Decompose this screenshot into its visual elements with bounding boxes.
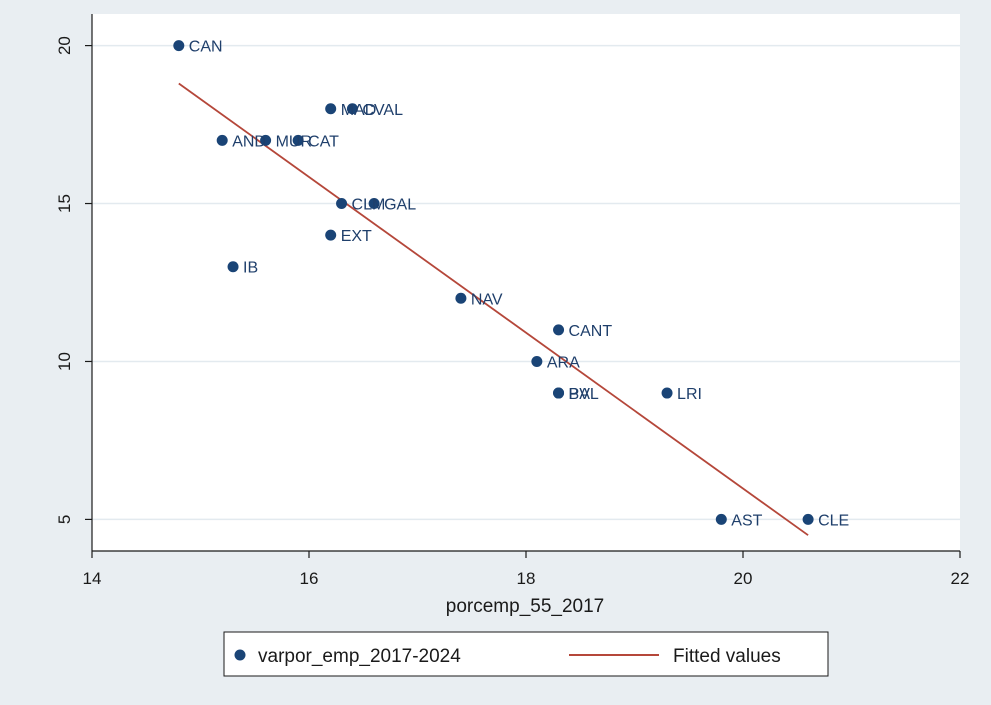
y-tick-label-15: 15 — [55, 194, 74, 213]
fitted-line-layer — [178, 82, 809, 536]
point-can — [173, 40, 185, 52]
point-label-ara: ARA — [547, 354, 580, 371]
point-mur — [260, 134, 272, 146]
point-cat — [292, 134, 304, 146]
x-tick-label-16: 16 — [300, 569, 319, 588]
point-bal — [553, 387, 565, 399]
x-tick-label-22: 22 — [951, 569, 970, 588]
point-label-ib: IB — [243, 260, 258, 277]
x-axis-ticks: 14 16 18 20 22 — [83, 551, 970, 588]
plot-area — [92, 14, 960, 551]
legend: varpor_emp_2017-2024 Fitted values — [223, 631, 829, 677]
x-tick-label-18: 18 — [517, 569, 536, 588]
point-nav — [455, 292, 467, 304]
point-gal — [368, 198, 380, 210]
point-ib — [227, 261, 239, 273]
point-label-ast: AST — [731, 512, 762, 529]
point-label-cle: CLE — [818, 512, 849, 529]
point-mad — [325, 103, 337, 115]
point-and — [216, 134, 228, 146]
legend-label-scatter: varpor_emp_2017-2024 — [258, 646, 461, 667]
point-cant — [553, 324, 565, 336]
point-label-clm: CLM — [352, 197, 386, 214]
point-ast — [715, 513, 727, 525]
point-label-cant: CANT — [569, 323, 613, 340]
x-tick-label-20: 20 — [734, 569, 753, 588]
y-tick-label-20: 20 — [55, 36, 74, 55]
point-cval — [346, 103, 358, 115]
point-label-lri: LRI — [677, 386, 702, 403]
x-axis-title: porcemp_55_2017 — [446, 596, 604, 617]
y-tick-label-10: 10 — [55, 352, 74, 371]
gridlines — [92, 44, 960, 521]
scatter-points — [173, 40, 814, 525]
point-label-mur: MUR — [276, 133, 312, 150]
point-label-can: CAN — [189, 39, 223, 56]
legend-label-fit-line: Fitted values — [673, 646, 781, 667]
point-lri — [661, 387, 673, 399]
point-clm — [336, 198, 348, 210]
legend-box — [223, 631, 829, 677]
point-cle — [802, 513, 814, 525]
fitted-values-line — [178, 82, 809, 536]
point-label-cval: CVAL — [362, 102, 403, 119]
y-axis-ticks: 5 10 15 20 — [55, 36, 92, 524]
point-label-pv: PV — [569, 386, 591, 403]
point-label-and: AND — [232, 133, 266, 150]
y-tick-label-5: 5 — [55, 515, 74, 524]
legend-marker-scatter — [234, 649, 246, 661]
point-label-mad: MAD — [341, 102, 377, 119]
point-ext — [325, 229, 337, 241]
point-ara — [531, 355, 543, 367]
point-label-gal: GAL — [384, 197, 416, 214]
x-tick-label-14: 14 — [83, 569, 102, 588]
point-label-bal: BAL — [569, 386, 599, 403]
point-label-ext: EXT — [341, 228, 372, 245]
point-label-nav: NAV — [471, 291, 503, 308]
point-label-cat: CAT — [308, 133, 339, 150]
